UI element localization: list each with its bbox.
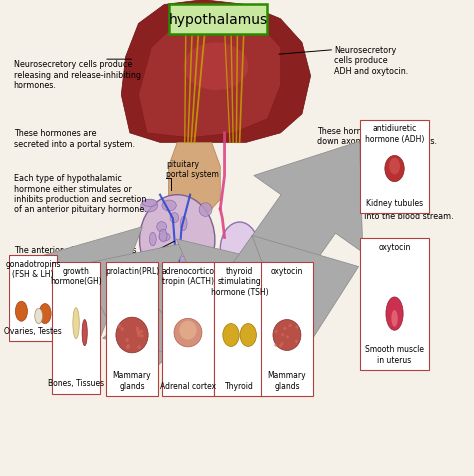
Ellipse shape [126,346,129,350]
FancyBboxPatch shape [261,263,313,396]
Text: hypothalamus: hypothalamus [169,13,268,27]
Text: When appropriate, ADH and
oxytocin are secreted from
axon endings into the blood: When appropriate, ADH and oxytocin are s… [309,190,454,220]
Ellipse shape [199,203,212,217]
Ellipse shape [139,195,215,286]
Ellipse shape [183,43,248,91]
Ellipse shape [142,199,157,207]
FancyBboxPatch shape [52,263,100,394]
Ellipse shape [141,200,157,212]
Ellipse shape [223,324,239,347]
Polygon shape [138,15,281,139]
Ellipse shape [159,233,170,241]
Text: growth
hormone(GH): growth hormone(GH) [50,267,102,286]
Text: Kidney tubules: Kidney tubules [366,198,423,207]
Ellipse shape [386,298,403,330]
Ellipse shape [39,304,51,324]
Ellipse shape [274,330,278,334]
Polygon shape [169,143,220,214]
Ellipse shape [289,324,292,327]
Ellipse shape [286,336,289,339]
Text: Adrenal cortex: Adrenal cortex [160,381,216,390]
Text: thyroid
stimulating
hormone (TSH): thyroid stimulating hormone (TSH) [211,267,268,296]
Ellipse shape [295,326,299,329]
FancyBboxPatch shape [360,239,429,370]
Ellipse shape [137,346,141,349]
Ellipse shape [116,317,148,353]
FancyBboxPatch shape [170,5,267,35]
Text: These hormones are
secreted into a portal system.: These hormones are secreted into a porta… [14,129,135,148]
Text: Each type of hypothalamic
hormone either stimulates or
inhibits production and s: Each type of hypothalamic hormone either… [14,174,146,214]
Ellipse shape [220,223,259,277]
FancyBboxPatch shape [106,263,158,396]
Ellipse shape [147,258,154,266]
Ellipse shape [180,261,189,270]
Ellipse shape [279,345,282,348]
Ellipse shape [274,344,277,347]
Text: Neurosecretory cells produce
releasing and release-inhibiting
hormones.: Neurosecretory cells produce releasing a… [14,60,141,90]
Text: antidiuretic
hormone (ADH): antidiuretic hormone (ADH) [365,124,424,143]
FancyBboxPatch shape [360,120,429,213]
Ellipse shape [281,342,283,346]
Ellipse shape [157,222,166,232]
Ellipse shape [126,338,129,342]
Text: gonadotropins
(FSH & LH): gonadotropins (FSH & LH) [5,259,61,279]
Ellipse shape [137,332,140,336]
Text: Bones, Tissues: Bones, Tissues [48,378,104,387]
FancyBboxPatch shape [162,263,214,396]
Ellipse shape [149,233,156,246]
Ellipse shape [118,325,121,328]
Ellipse shape [283,327,286,330]
FancyBboxPatch shape [9,256,57,341]
Text: Ovaries, Testes: Ovaries, Testes [4,327,62,335]
Ellipse shape [136,327,139,331]
Ellipse shape [389,159,400,175]
Ellipse shape [152,258,158,271]
Text: prolactin(PRL): prolactin(PRL) [105,267,159,276]
Ellipse shape [162,252,178,260]
FancyBboxPatch shape [214,263,265,396]
Ellipse shape [159,230,167,242]
Text: Smooth muscle
in uterus: Smooth muscle in uterus [365,345,424,364]
Polygon shape [121,0,310,143]
Ellipse shape [385,156,404,182]
Ellipse shape [194,257,203,264]
Text: oxytocin: oxytocin [271,267,303,276]
Ellipse shape [73,308,79,339]
Text: oxytocin: oxytocin [378,243,411,252]
Ellipse shape [295,340,298,343]
Ellipse shape [181,217,187,231]
Ellipse shape [140,334,144,338]
Ellipse shape [162,200,176,211]
Ellipse shape [136,329,140,333]
Text: Mammary
glands: Mammary glands [268,370,306,390]
Text: pituitary
portal system: pituitary portal system [166,159,219,179]
Ellipse shape [179,321,197,340]
Ellipse shape [140,330,143,334]
Text: Neurosecretory
cells produce
ADH and oxytocin.: Neurosecretory cells produce ADH and oxy… [334,46,409,76]
Text: anterior pituitary: anterior pituitary [91,269,160,278]
Ellipse shape [392,310,398,327]
Ellipse shape [127,344,130,348]
Text: Mammary
glands: Mammary glands [113,370,151,390]
Ellipse shape [137,334,141,337]
Text: The anterior pituitary secretes
its hormones into the bloodstream.: The anterior pituitary secretes its horm… [14,245,155,265]
Ellipse shape [273,320,301,351]
Text: Thyroid: Thyroid [225,381,254,390]
Ellipse shape [174,319,202,347]
Ellipse shape [170,213,179,223]
Ellipse shape [15,302,27,321]
Ellipse shape [82,320,87,346]
Ellipse shape [240,324,256,347]
Ellipse shape [281,333,284,337]
Text: These hormones move
down axons to axon endinats.: These hormones move down axons to axon e… [317,127,437,146]
Ellipse shape [177,269,190,276]
Ellipse shape [172,256,189,268]
Ellipse shape [120,327,124,331]
Ellipse shape [35,309,43,324]
Text: adrenocortico
tropin (ACTH): adrenocortico tropin (ACTH) [162,267,214,286]
Ellipse shape [158,264,172,274]
Text: posterior pituitary: posterior pituitary [216,269,289,278]
